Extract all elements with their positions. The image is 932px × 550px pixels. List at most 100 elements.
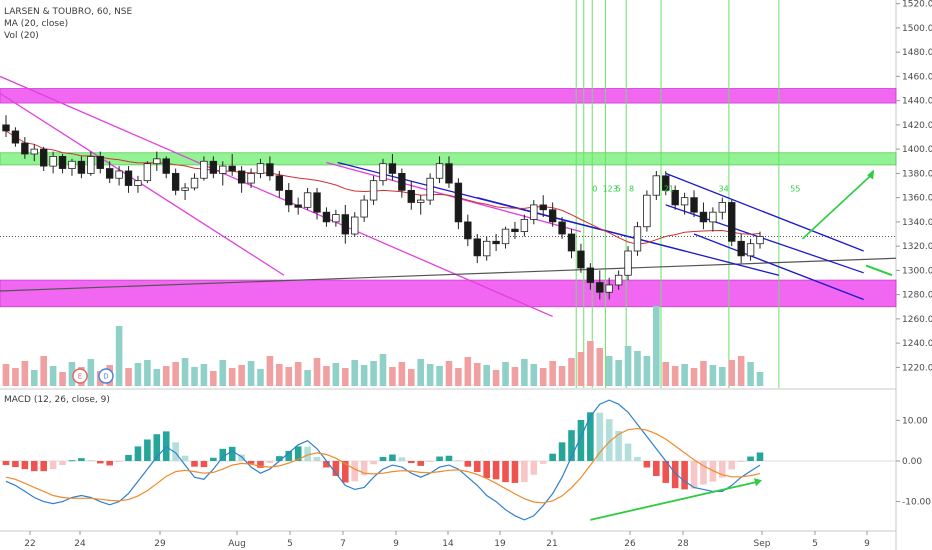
volume-bar xyxy=(285,367,293,386)
candle-body xyxy=(237,170,246,184)
candle-body xyxy=(548,209,557,223)
candle xyxy=(398,168,406,198)
candle-body xyxy=(558,221,566,235)
candle-body xyxy=(624,250,632,276)
candle xyxy=(360,195,368,222)
macd-histogram-bar xyxy=(539,461,547,464)
macd-histogram-bar xyxy=(464,461,472,467)
candle xyxy=(181,183,189,201)
candle xyxy=(77,156,86,179)
time-tick-label: 24 xyxy=(74,539,86,549)
candle-body xyxy=(577,250,585,269)
macd-histogram-bar xyxy=(360,461,368,476)
candle xyxy=(520,214,529,237)
volume-bar xyxy=(521,359,528,386)
candle xyxy=(87,151,95,176)
side-arrow xyxy=(865,264,893,277)
zone-supply-1 xyxy=(0,152,897,166)
macd-histogram-bar xyxy=(379,456,387,461)
candle xyxy=(228,153,236,176)
candle xyxy=(680,192,689,215)
macd-histogram-bar xyxy=(483,461,490,479)
candle-body xyxy=(464,221,472,240)
macd-histogram-bar xyxy=(653,461,660,477)
candle xyxy=(219,161,227,186)
candle xyxy=(11,127,20,147)
candle xyxy=(21,137,29,159)
magenta-trendline-mid xyxy=(326,161,582,233)
candle xyxy=(473,234,481,264)
candle-body xyxy=(332,214,340,223)
candle-body xyxy=(737,240,745,257)
candle-body xyxy=(690,197,698,213)
candle-body xyxy=(134,180,142,186)
candle xyxy=(501,226,510,249)
candle xyxy=(351,212,359,237)
candle xyxy=(162,156,170,179)
macd-histogram-bar xyxy=(681,461,688,490)
candle-body xyxy=(11,130,20,144)
fib-annotation: 21 xyxy=(664,185,674,194)
signal-line xyxy=(5,427,761,504)
price-tick-label: 1460.00 xyxy=(902,72,932,82)
candle-body xyxy=(153,158,161,165)
volume-bar xyxy=(276,364,283,386)
candle-body xyxy=(313,192,321,213)
candle-body xyxy=(58,156,67,169)
macd-histogram-bar xyxy=(115,461,123,462)
candle-body xyxy=(699,211,708,223)
candle xyxy=(341,204,349,244)
macd-histogram-bar xyxy=(445,455,453,461)
price-tick-label: 1500.00 xyxy=(902,24,932,34)
price-tick-label: 1240.00 xyxy=(902,339,932,349)
candle xyxy=(624,246,632,281)
macd-histogram-bar xyxy=(370,461,377,465)
volume-bar xyxy=(464,357,472,386)
volume-bar xyxy=(257,369,264,386)
time-tick-label: 22 xyxy=(24,539,35,549)
candle-body xyxy=(341,214,349,235)
volume-bar xyxy=(219,360,227,386)
candle xyxy=(96,151,104,174)
candle-body xyxy=(511,228,519,232)
macd-histogram-bar xyxy=(605,419,613,461)
macd-histogram-bar xyxy=(68,460,76,462)
candle xyxy=(567,229,576,259)
macd-histogram-bar xyxy=(313,456,321,461)
candle-body xyxy=(671,189,679,206)
fib-annotation: 5 xyxy=(616,185,621,194)
candle-body xyxy=(200,160,208,179)
fib-annotation: 34 xyxy=(719,185,729,194)
volume-bar xyxy=(596,348,604,386)
candle xyxy=(105,161,114,184)
candle xyxy=(699,202,708,230)
volume-bar xyxy=(181,358,189,386)
macd-histogram-bar xyxy=(558,442,566,461)
volume-bar xyxy=(200,364,208,386)
macd-histogram-bar xyxy=(587,412,594,461)
volume-bar xyxy=(756,372,764,386)
candle xyxy=(407,180,415,210)
volume-bar xyxy=(681,364,688,386)
volume-bar xyxy=(426,364,434,386)
candle-body xyxy=(162,158,170,174)
candle xyxy=(294,197,302,215)
volume-bar xyxy=(483,365,490,386)
candle-body xyxy=(454,182,463,223)
macd-histogram-bar xyxy=(502,461,509,483)
event-marker-label: D xyxy=(103,373,108,381)
candle xyxy=(662,170,670,196)
candle-body xyxy=(539,204,547,211)
volume-bar xyxy=(134,363,142,386)
time-tick-label: 29 xyxy=(154,539,166,549)
candle xyxy=(303,187,312,210)
volume-bar xyxy=(2,364,10,386)
symbol-title: LARSEN & TOUBRO, 60, NSE xyxy=(4,7,133,17)
fib-annotation: 0 xyxy=(592,185,597,194)
divergence-arrow-head xyxy=(754,478,762,487)
volume-bar xyxy=(577,352,585,386)
candle-body xyxy=(633,226,642,252)
candle xyxy=(332,209,340,227)
zone-resistance-0 xyxy=(0,88,897,104)
